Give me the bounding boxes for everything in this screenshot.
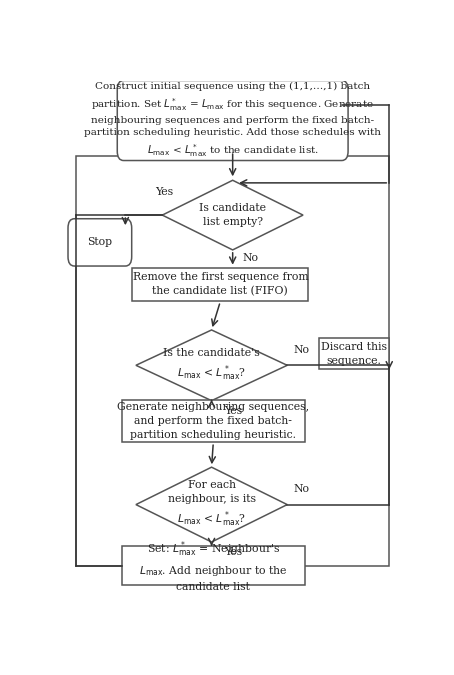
Bar	[76, 157, 389, 566]
Polygon shape	[136, 467, 287, 542]
Text: Is the candidate's
$L_{\rm max}$ < $L^*_{\rm max}$?: Is the candidate's $L_{\rm max}$ < $L^*_…	[163, 348, 260, 383]
Text: Set: $L^*_{\rm max}$ = Neighbour's
$L_{\rm max}$. Add neighbour to the
candidate: Set: $L^*_{\rm max}$ = Neighbour's $L_{\…	[139, 540, 288, 591]
FancyBboxPatch shape	[68, 219, 132, 266]
FancyBboxPatch shape	[117, 80, 348, 161]
Text: Yes: Yes	[224, 547, 242, 558]
Text: Yes: Yes	[224, 406, 242, 416]
Text: Stop: Stop	[87, 238, 113, 247]
Polygon shape	[163, 180, 303, 250]
FancyBboxPatch shape	[133, 267, 308, 301]
Text: Construct initial sequence using the (1,1,…,1) batch
partition. Set $L^*_{\rm ma: Construct initial sequence using the (1,…	[84, 82, 381, 159]
Text: Is candidate
list empty?: Is candidate list empty?	[199, 203, 266, 227]
Text: Yes: Yes	[155, 187, 173, 196]
Polygon shape	[136, 330, 287, 401]
Text: No: No	[293, 484, 309, 494]
Text: Remove the first sequence from
the candidate list (FIFO): Remove the first sequence from the candi…	[133, 273, 308, 296]
Text: No: No	[293, 345, 309, 354]
FancyBboxPatch shape	[122, 400, 305, 442]
Text: For each
neighbour, is its
$L_{\rm max}$ < $L^*_{\rm max}$?: For each neighbour, is its $L_{\rm max}$…	[168, 480, 256, 529]
Text: Generate neighbouring sequences,
and perform the fixed batch-
partition scheduli: Generate neighbouring sequences, and per…	[117, 402, 309, 439]
FancyBboxPatch shape	[122, 546, 305, 585]
Text: No: No	[242, 252, 258, 263]
Text: Discard this
sequence.: Discard this sequence.	[321, 342, 387, 366]
FancyBboxPatch shape	[319, 338, 389, 369]
